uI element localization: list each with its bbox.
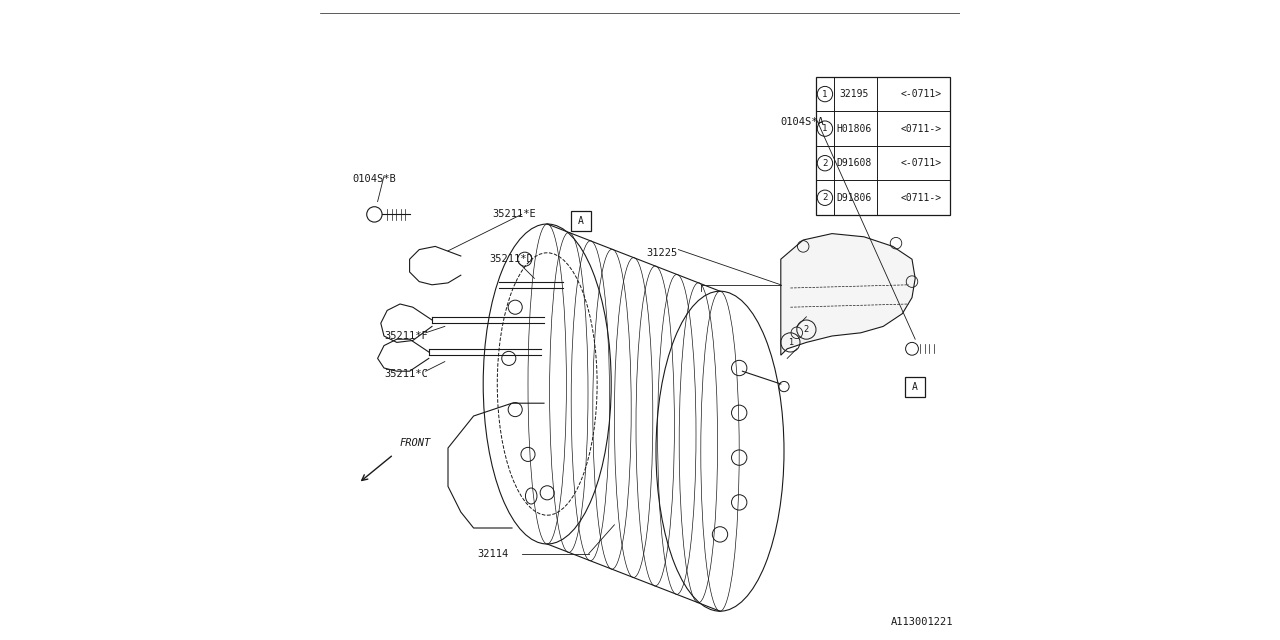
Bar [905,377,925,397]
Text: 2: 2 [804,325,809,334]
Text: <-0711>: <-0711> [901,158,942,168]
Text: 32195: 32195 [840,89,869,99]
Polygon shape [781,234,915,355]
Text: A: A [579,216,584,226]
Text: 35211*E: 35211*E [493,209,536,220]
Text: D91608: D91608 [837,158,872,168]
Text: 1: 1 [822,90,828,99]
Text: 35211*D: 35211*D [490,254,534,264]
Text: 1: 1 [822,124,828,133]
Text: 31225: 31225 [646,248,677,258]
Text: 1: 1 [787,338,794,347]
Text: 32114: 32114 [477,548,508,559]
Text: 2: 2 [822,193,828,202]
Bar [571,211,591,231]
Text: 0104S*B: 0104S*B [352,174,396,184]
Text: <-0711>: <-0711> [901,89,942,99]
Text: A113001221: A113001221 [891,617,954,627]
Text: FRONT: FRONT [399,438,431,448]
Text: D91806: D91806 [837,193,872,203]
Text: A: A [913,382,918,392]
Text: 35211*C: 35211*C [384,369,428,380]
Text: <0711->: <0711-> [901,193,942,203]
Text: 0104S*A: 0104S*A [781,116,824,127]
Text: 35211*F: 35211*F [384,331,428,341]
Text: H01806: H01806 [837,124,872,134]
Bar [817,77,950,215]
Text: 2: 2 [822,159,828,168]
Text: <0711->: <0711-> [901,124,942,134]
